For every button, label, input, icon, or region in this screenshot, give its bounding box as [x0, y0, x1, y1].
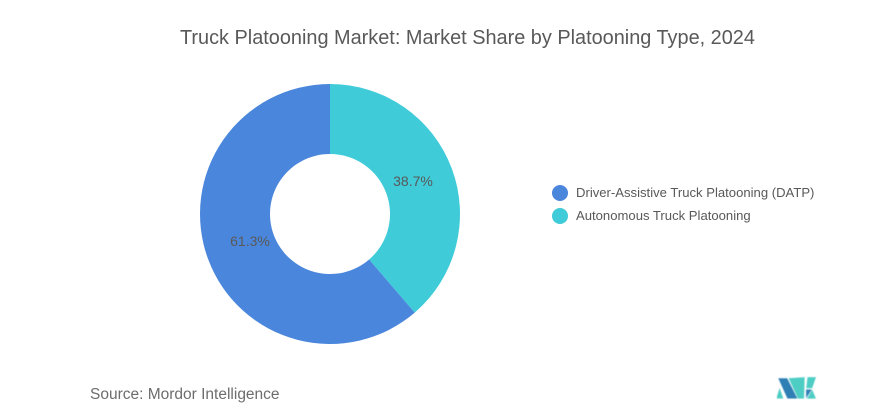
svg-text:38.7%: 38.7%	[393, 173, 433, 189]
svg-text:61.3%: 61.3%	[230, 233, 270, 249]
